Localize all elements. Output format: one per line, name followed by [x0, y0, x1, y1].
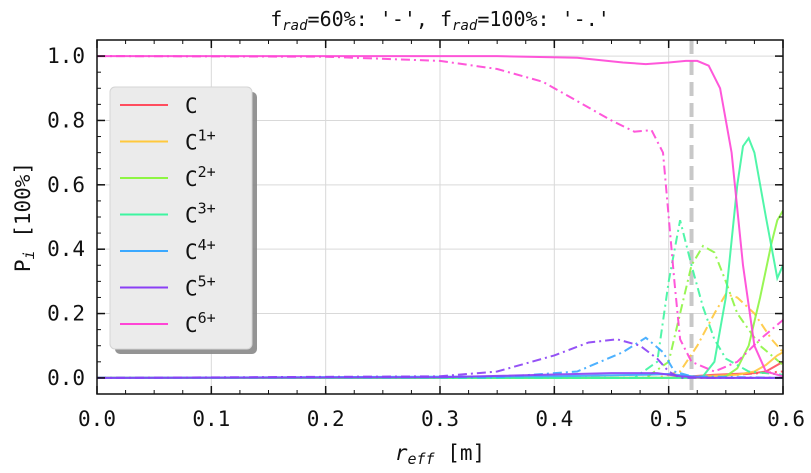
x-axis-label: reff [m] [395, 441, 485, 468]
series-line-solid-5 [97, 372, 783, 379]
legend-label-1: C1+ [185, 127, 216, 155]
y-tick-labels: 0.0 0.2 0.4 0.6 0.8 1.0 [47, 44, 85, 390]
x-tick-label-1: 0.1 [192, 407, 230, 431]
ticks [96, 40, 784, 394]
x-tick-label-2: 0.2 [307, 407, 345, 431]
y-axis-label: Pi [100%] [11, 162, 38, 272]
legend: C C1+ C2+ C3+ C4+ C5+ C6+ [109, 86, 257, 354]
legend-label-6: C6+ [185, 309, 216, 337]
y-tick-label-0: 0.0 [47, 366, 85, 390]
x-tick-label-6: 0.6 [767, 407, 805, 431]
x-tick-label-3: 0.3 [421, 407, 459, 431]
series-line-dashdot-2 [97, 244, 783, 379]
legend-box [109, 86, 253, 350]
x-tick-label-0: 0.0 [78, 407, 116, 431]
legend-label-0: C [185, 94, 198, 118]
legend-label-2: C2+ [185, 163, 216, 191]
legend-label-3: C3+ [185, 200, 216, 228]
x-tick-labels: 0.0 0.1 0.2 0.3 0.4 0.5 0.6 [78, 407, 805, 431]
series-line-solid-6 [97, 55, 783, 378]
chart-title: frad=60%: '-', frad=100%: '-.' [270, 7, 610, 34]
legend-label-5: C5+ [185, 273, 216, 301]
series-line-dashdot-5 [97, 338, 783, 379]
y-tick-label-3: 0.6 [47, 173, 85, 197]
y-tick-label-5: 1.0 [47, 44, 85, 68]
x-tick-label-5: 0.5 [650, 407, 688, 431]
series-line-dashdot-3 [97, 219, 783, 379]
y-tick-label-4: 0.8 [47, 108, 85, 132]
series-layer [97, 55, 783, 379]
y-tick-label-2: 0.4 [47, 237, 85, 261]
series-line-dashdot-6 [97, 55, 783, 373]
legend-label-4: C4+ [185, 236, 216, 264]
x-tick-label-4: 0.4 [535, 407, 573, 431]
y-tick-label-1: 0.2 [47, 302, 85, 326]
